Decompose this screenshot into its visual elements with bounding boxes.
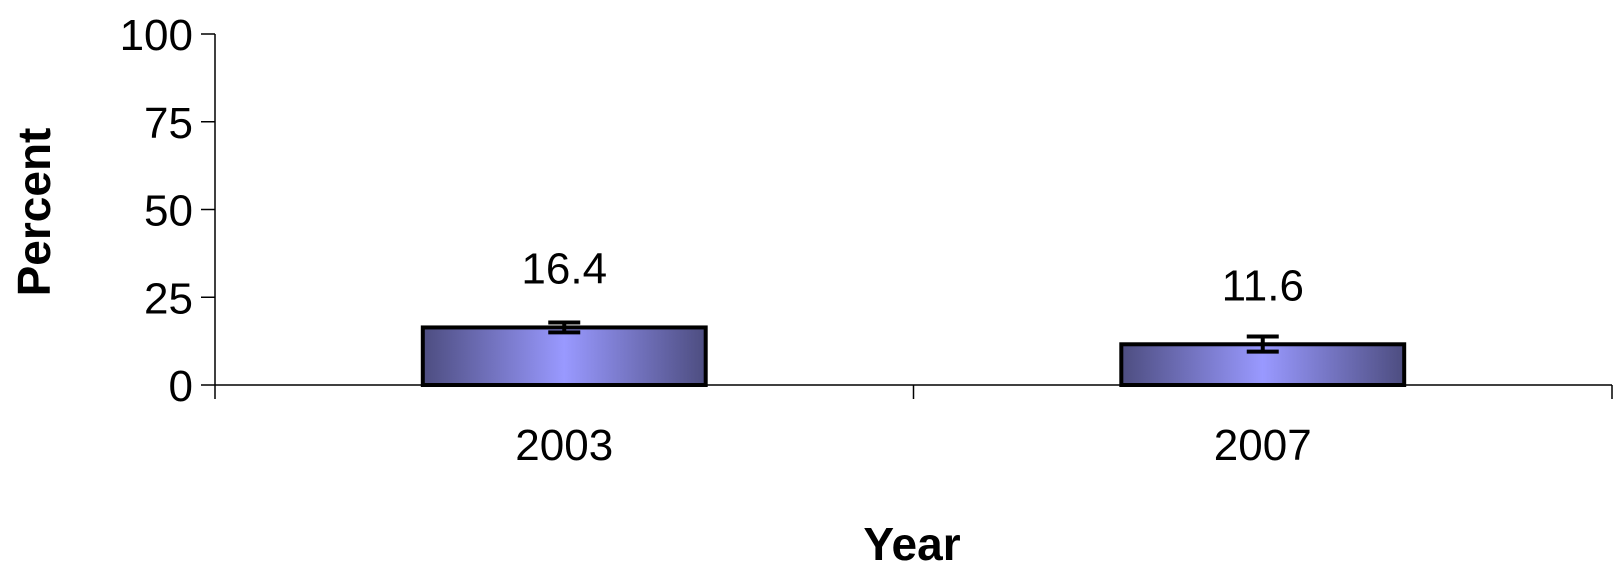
bar-2007 — [1119, 342, 1407, 387]
y-axis-title: Percent — [8, 128, 60, 297]
y-tick-label: 0 — [169, 362, 193, 411]
labels: 16.4 2003 11.6 2007 — [515, 244, 1311, 470]
bars — [420, 320, 1407, 388]
bar-2003 — [420, 325, 708, 388]
x-tick-label-2003: 2003 — [515, 421, 613, 470]
y-tick-label: 50 — [144, 187, 193, 236]
y-tick-label: 75 — [144, 99, 193, 148]
data-label-2003: 16.4 — [521, 244, 607, 293]
x-axis-title: Year — [863, 518, 960, 570]
x-tick-label-2007: 2007 — [1214, 421, 1312, 470]
data-label-2007: 11.6 — [1222, 261, 1304, 310]
x-axis — [214, 384, 1613, 399]
y-tick-label: 100 — [120, 11, 193, 60]
y-tick-label: 25 — [144, 274, 193, 323]
y-axis: 0 25 50 75 100 — [120, 11, 216, 411]
